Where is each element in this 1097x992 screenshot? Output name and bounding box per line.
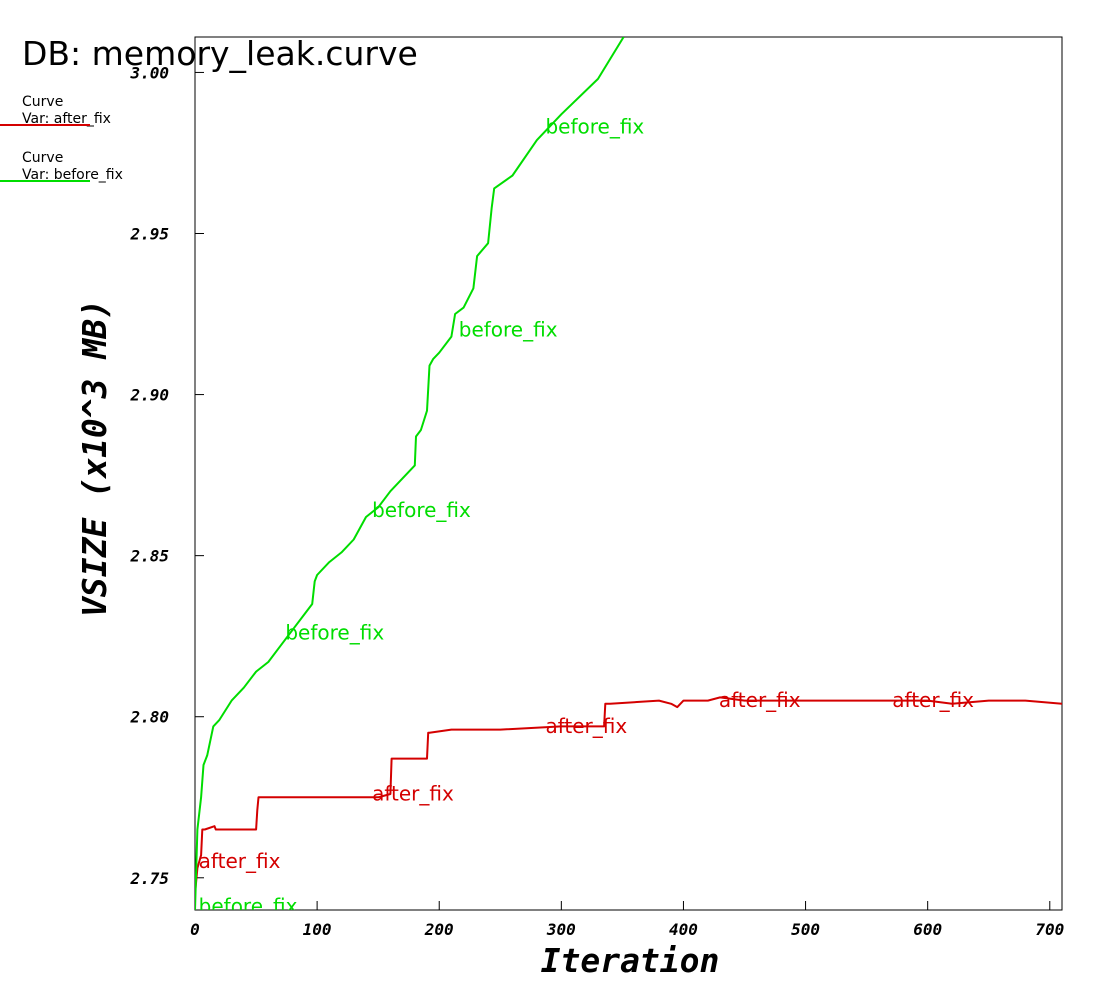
series-label-before-fix: before_fix [372,498,471,522]
legend: Curve Var: after_fix Curve Var: before_f… [0,94,123,183]
series-label-before-fix: before_fix [459,318,558,342]
legend-title-after-fix: Curve [22,94,63,110]
x-tick-label: 100 [303,920,332,939]
x-tick-label: 0 [190,920,200,939]
db-title: DB: memory_leak.curve [22,34,418,73]
plot-frame [194,36,1063,911]
x-tick-label: 400 [669,920,698,939]
series-label-after-fix: after_fix [892,688,974,712]
y-tick-label: 3.00 [129,63,169,82]
series-label-before-fix: before_fix [285,620,384,644]
x-tick-label: 200 [424,920,454,939]
y-tick-label: 2.80 [129,708,169,727]
x-tick-label: 300 [546,920,576,939]
y-axis: 2.75 2.80 2.85 2.90 2.95 3.00 [129,63,204,888]
y-axis-title: VSIZE (x10^3 MB) [75,299,114,617]
series-label-after-fix: after_fix [719,688,801,712]
y-tick-label: 2.75 [129,869,169,888]
series-line-before-fix [195,37,625,910]
x-axis: 0 100 200 300 400 500 600 700 [190,901,1064,939]
y-tick-label: 2.95 [129,225,169,244]
y-tick-label: 2.85 [129,547,169,566]
x-tick-label: 700 [1035,920,1064,939]
y-tick-label: 2.90 [129,386,169,405]
x-tick-label: 500 [791,920,820,939]
series-label-after-fix: after_fix [199,849,281,873]
x-tick-label: 600 [913,920,942,939]
legend-var-after-fix: Var: after_fix [22,111,111,127]
series-layer [195,37,1062,910]
series-label-before-fix: before_fix [199,894,298,918]
legend-title-before-fix: Curve [22,150,63,166]
legend-var-before-fix: Var: before_fix [22,167,123,183]
series-label-before-fix: before_fix [545,115,644,139]
series-label-after-fix: after_fix [545,714,627,738]
x-axis-title: Iteration [541,941,720,980]
series-line-after-fix [195,696,1062,894]
series-label-after-fix: after_fix [372,781,454,805]
